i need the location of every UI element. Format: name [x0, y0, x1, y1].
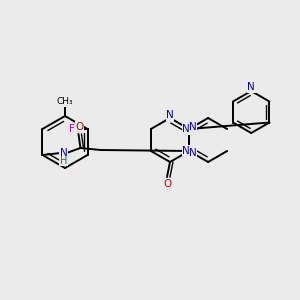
Text: H: H: [60, 156, 67, 166]
Text: N: N: [166, 110, 174, 120]
Text: N: N: [182, 146, 190, 156]
Text: N: N: [60, 148, 68, 158]
Text: N: N: [247, 82, 255, 92]
Text: F: F: [69, 124, 74, 134]
Text: CH₃: CH₃: [57, 98, 73, 106]
Text: N: N: [189, 122, 197, 132]
Text: N: N: [182, 124, 190, 134]
Text: O: O: [75, 122, 84, 132]
Text: O: O: [164, 179, 172, 189]
Text: N: N: [189, 148, 197, 158]
